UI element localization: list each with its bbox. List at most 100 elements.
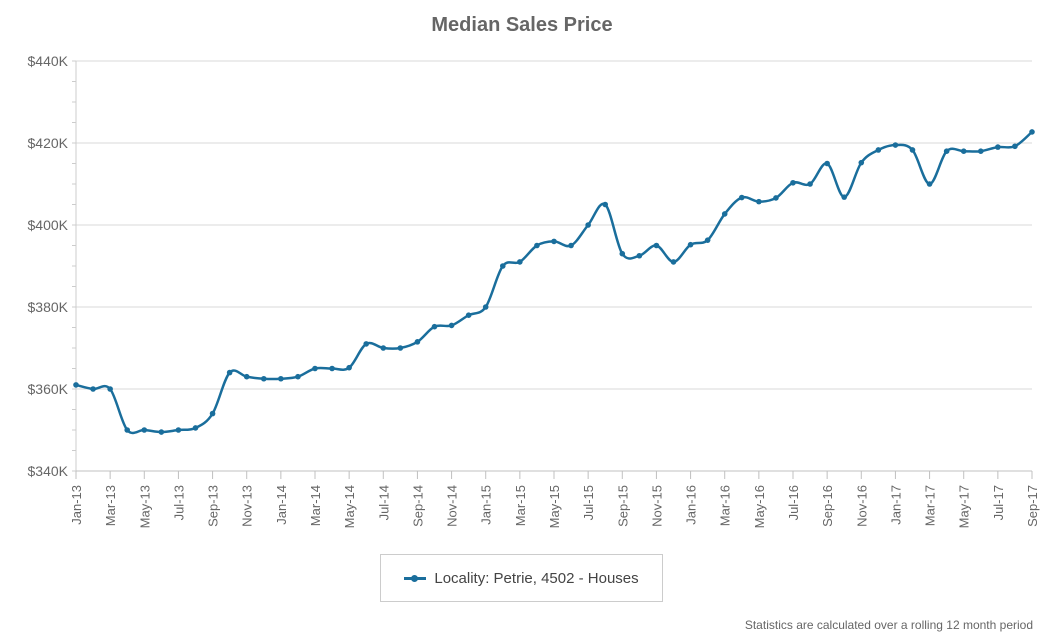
data-point[interactable] (977, 148, 984, 154)
x-tick-label: Jan-17 (888, 485, 903, 525)
x-tick-label: Sep-16 (820, 485, 835, 527)
data-point[interactable] (226, 369, 233, 376)
y-tick-label: $380K (28, 299, 69, 315)
data-point[interactable] (909, 147, 916, 153)
data-point[interactable] (585, 222, 591, 228)
data-point[interactable] (721, 211, 728, 217)
data-point[interactable] (260, 375, 267, 382)
data-point[interactable] (329, 365, 335, 372)
x-tick-label: Jul-14 (376, 485, 391, 520)
x-tick-label: Nov-13 (240, 485, 255, 527)
x-tick-label: Nov-14 (445, 485, 460, 527)
data-point[interactable] (499, 263, 506, 269)
data-point[interactable] (158, 429, 165, 435)
data-point[interactable] (824, 160, 830, 167)
legend-series-marker (404, 574, 427, 582)
data-point[interactable] (926, 181, 933, 187)
x-tick-label: Jul-13 (171, 485, 186, 520)
data-point[interactable] (465, 312, 472, 319)
series-layer (73, 129, 1035, 435)
x-tick-label: Jul-15 (581, 485, 596, 520)
data-point[interactable] (431, 323, 438, 330)
data-point[interactable] (1029, 129, 1035, 135)
chart-title: Median Sales Price (431, 14, 612, 36)
data-point[interactable] (346, 364, 352, 371)
data-point[interactable] (380, 345, 387, 351)
x-tick-label: Sep-17 (1025, 485, 1040, 527)
x-tick-label: Mar-14 (308, 485, 323, 526)
y-axis-ticks: $340K $360K $380K $400K $420K $440K (28, 53, 69, 479)
x-tick-label: May-17 (957, 485, 972, 528)
data-point[interactable] (534, 242, 540, 249)
x-tick-label: Jul-17 (991, 485, 1006, 520)
data-point[interactable] (363, 341, 370, 347)
data-point[interactable] (807, 181, 813, 187)
x-tick-label: Sep-15 (615, 485, 630, 527)
data-point[interactable] (192, 425, 199, 431)
grid-lines (76, 60, 1032, 472)
data-point[interactable] (602, 201, 609, 208)
data-point[interactable] (278, 375, 284, 382)
data-point[interactable] (568, 242, 574, 249)
data-point[interactable] (756, 198, 762, 205)
x-tick-label: May-14 (342, 485, 357, 528)
y-tick-label: $360K (28, 381, 69, 397)
data-point[interactable] (670, 259, 677, 265)
x-tick-label: Jan-14 (274, 485, 289, 525)
x-axis-ticks: Jan-13 Mar-13 May-13 Jul-13 Sep-13 Nov-13 Jan-… (69, 471, 1040, 528)
legend[interactable]: Locality: Petrie, 4502 - Houses (380, 554, 663, 602)
data-point[interactable] (551, 238, 557, 245)
x-tick-label: Nov-15 (649, 485, 664, 527)
x-tick-label: Jan-13 (69, 485, 84, 525)
data-point[interactable] (738, 194, 745, 201)
x-tick-label: Sep-13 (206, 485, 221, 527)
data-point[interactable] (790, 179, 796, 186)
data-point[interactable] (892, 142, 899, 148)
x-tick-label: Jul-16 (786, 485, 801, 520)
data-point[interactable] (73, 382, 79, 388)
y-tick-label: $400K (28, 217, 69, 233)
x-tick-label: May-15 (547, 485, 562, 528)
x-tick-label: Mar-16 (718, 485, 733, 526)
x-tick-label: Jan-15 (479, 485, 494, 525)
y-tick-label: $440K (28, 53, 69, 69)
data-point[interactable] (773, 195, 779, 201)
x-tick-label: Sep-14 (410, 485, 425, 527)
data-point[interactable] (90, 386, 96, 392)
data-point[interactable] (107, 386, 113, 392)
data-point[interactable] (858, 159, 865, 166)
data-point[interactable] (995, 144, 1001, 150)
axes (72, 60, 1032, 472)
data-point[interactable] (875, 147, 882, 153)
data-point[interactable] (124, 427, 131, 433)
data-point[interactable] (243, 373, 250, 380)
data-point[interactable] (841, 194, 848, 200)
data-point[interactable] (141, 427, 148, 433)
data-point[interactable] (397, 345, 404, 351)
y-tick-label: $340K (28, 463, 69, 479)
data-point[interactable] (619, 250, 626, 257)
data-point[interactable] (312, 365, 318, 372)
data-point[interactable] (448, 322, 455, 329)
data-point[interactable] (295, 373, 301, 380)
data-point[interactable] (960, 148, 967, 154)
x-tick-label: Nov-16 (854, 485, 869, 527)
data-point[interactable] (1012, 143, 1018, 150)
data-point[interactable] (175, 427, 182, 433)
data-point[interactable] (414, 339, 421, 345)
data-point[interactable] (482, 304, 489, 310)
data-point[interactable] (636, 252, 643, 259)
data-point[interactable] (704, 237, 711, 243)
data-point[interactable] (653, 242, 660, 249)
data-point[interactable] (687, 241, 694, 248)
data-point[interactable] (943, 148, 950, 154)
x-tick-label: Mar-13 (103, 485, 118, 526)
data-point[interactable] (209, 410, 216, 417)
x-tick-label: May-16 (752, 485, 767, 528)
data-point[interactable] (517, 259, 523, 265)
x-tick-label: Jan-16 (684, 485, 699, 525)
x-tick-label: May-13 (137, 485, 152, 528)
y-tick-label: $420K (28, 135, 69, 151)
series-line (75, 130, 1033, 435)
